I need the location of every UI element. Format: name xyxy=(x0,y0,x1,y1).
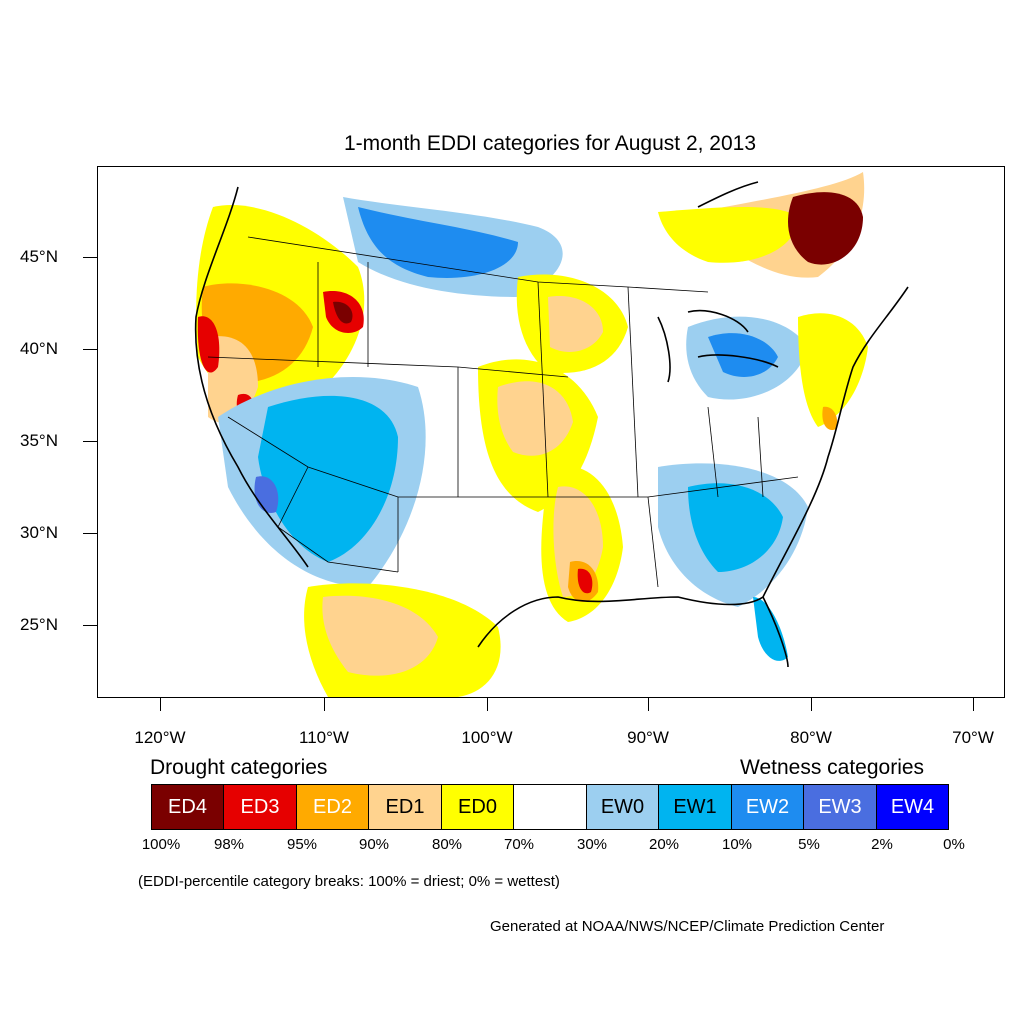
break-label: 98% xyxy=(213,836,245,853)
florida-wet xyxy=(753,597,788,661)
legend-swatch-ew3: EW3 xyxy=(803,784,877,830)
break-label: 5% xyxy=(798,836,820,853)
break-label: 70% xyxy=(503,836,535,853)
break-label: 90% xyxy=(358,836,390,853)
louisiana-ed3 xyxy=(577,568,593,594)
break-label: 0% xyxy=(943,836,965,853)
lat-tick xyxy=(83,441,97,442)
legend-swatch-ew2: EW2 xyxy=(731,784,804,830)
lon-tick xyxy=(487,697,488,711)
lon-label: 120°W xyxy=(134,728,186,747)
northeast-ed0 xyxy=(798,313,868,427)
idaho-ed4 xyxy=(333,301,353,324)
southwest-wet-ew1 xyxy=(258,395,398,562)
break-label: 95% xyxy=(286,836,318,853)
break-label: 20% xyxy=(648,836,680,853)
legend-swatch-ew1: EW1 xyxy=(658,784,732,830)
mexico-ed1 xyxy=(322,595,438,676)
legend-swatch-ew0: EW0 xyxy=(586,784,659,830)
legend-swatch-ed2: ED2 xyxy=(296,784,369,830)
break-label: 100% xyxy=(141,836,181,853)
quebec-ed1-yellow xyxy=(658,207,798,263)
coastlines xyxy=(194,181,909,668)
lon-tick xyxy=(324,697,325,711)
quebec-ed4 xyxy=(788,192,863,265)
eddi-map xyxy=(194,172,909,697)
southeast-wet-ew1 xyxy=(688,483,783,572)
lat-label: 40°N xyxy=(20,339,58,358)
northeast-ed2 xyxy=(822,406,838,431)
wetness-heading: Wetness categories xyxy=(740,756,925,779)
legend-swatch-ed3: ED3 xyxy=(223,784,297,830)
break-label: 80% xyxy=(431,836,463,853)
map-panel xyxy=(97,166,1005,698)
greatlakes-ew2 xyxy=(708,333,778,377)
lat-label: 25°N xyxy=(20,615,58,634)
lat-tick xyxy=(83,349,97,350)
drought-heading: Drought categories xyxy=(150,756,328,779)
credit-text: Generated at NOAA/NWS/NCEP/Climate Predi… xyxy=(490,918,885,935)
category-note: (EDDI-percentile category breaks: 100% =… xyxy=(138,873,560,890)
lat-tick xyxy=(83,625,97,626)
lat-tick xyxy=(83,533,97,534)
lon-label: 90°W xyxy=(627,728,669,747)
break-label: 2% xyxy=(871,836,893,853)
lon-tick xyxy=(973,697,974,711)
state-boundaries xyxy=(207,236,799,588)
legend-swatch-ed1: ED1 xyxy=(368,784,442,830)
lon-tick xyxy=(160,697,161,711)
oregon-ed3 xyxy=(197,316,220,373)
lon-tick xyxy=(648,697,649,711)
lat-label: 30°N xyxy=(20,523,58,542)
lon-tick xyxy=(811,697,812,711)
legend-swatch-ed0: ED0 xyxy=(441,784,514,830)
lat-tick xyxy=(83,257,97,258)
legend-swatch-ew4: EW4 xyxy=(876,784,949,830)
legend-swatch-normal xyxy=(513,784,587,830)
plains-ed1 xyxy=(497,381,573,456)
lon-label: 110°W xyxy=(299,728,349,747)
lat-label: 35°N xyxy=(20,431,58,450)
midwest-ed1 xyxy=(548,296,603,352)
break-label: 10% xyxy=(721,836,753,853)
lat-label: 45°N xyxy=(20,247,58,266)
lon-label: 70°W xyxy=(952,728,994,747)
legend-swatch-ed4: ED4 xyxy=(151,784,224,830)
lon-label: 100°W xyxy=(461,728,513,747)
break-label: 30% xyxy=(576,836,608,853)
lon-label: 80°W xyxy=(790,728,832,747)
map-title: 1-month EDDI categories for August 2, 20… xyxy=(343,132,757,155)
